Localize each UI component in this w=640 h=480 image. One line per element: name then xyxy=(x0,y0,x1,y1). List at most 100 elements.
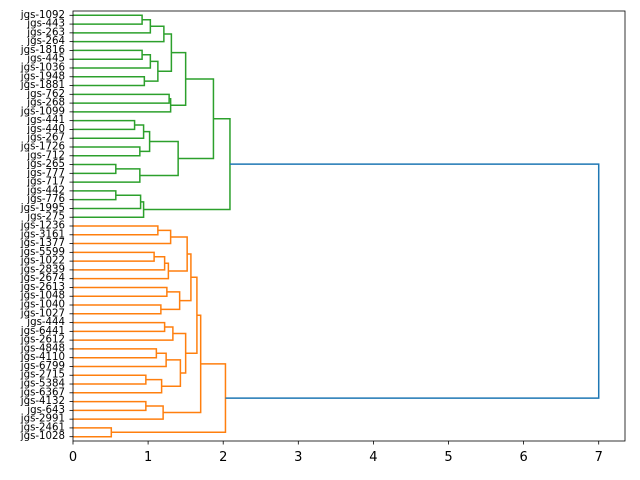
dendrogram-link xyxy=(168,236,188,272)
dendrogram-link xyxy=(73,146,141,157)
leaf-label: jgs-267 xyxy=(26,133,65,144)
dendrogram-link xyxy=(73,225,159,236)
dendrogram-link xyxy=(73,229,172,245)
leaf-label: jgs-4132 xyxy=(20,396,65,407)
dendrogram-link xyxy=(143,117,231,211)
plot-frame xyxy=(72,10,626,442)
x-tick-label: 0 xyxy=(69,450,77,465)
leaf-label: jgs-4848 xyxy=(20,343,65,354)
dendrogram-link xyxy=(161,359,182,387)
dendrogram-link xyxy=(157,33,173,73)
leaf-label: jgs-762 xyxy=(26,89,65,100)
dendrogram-link xyxy=(185,276,198,355)
dendrogram-link xyxy=(73,190,117,201)
leaf-label: jgs-777 xyxy=(26,168,65,179)
leaf-label: jgs-440 xyxy=(26,124,65,135)
leaf-label: jgs-264 xyxy=(26,36,65,47)
dendrogram-link xyxy=(73,427,113,438)
leaf-label: jgs-1036 xyxy=(20,62,65,73)
dendrogram-link xyxy=(178,78,215,160)
leaf-label: jgs-263 xyxy=(26,27,65,38)
dendrogram-link xyxy=(73,255,166,271)
dendrogram-link xyxy=(160,291,181,311)
x-tick-label: 1 xyxy=(144,450,152,465)
leaf-label: jgs-1092 xyxy=(20,10,65,21)
dendrogram-link xyxy=(73,14,143,25)
dendrogram-link xyxy=(73,163,117,175)
leaf-label: jgs-1995 xyxy=(20,203,65,214)
leaf-label: jgs-717 xyxy=(26,177,65,188)
leaf-label: jgs-2674 xyxy=(20,273,65,284)
leaf-label: jgs-712 xyxy=(26,150,65,161)
dendrogram-link xyxy=(73,168,141,183)
leaf-label: jgs-1099 xyxy=(20,106,65,117)
leaf-label: jgs-2461 xyxy=(20,422,65,433)
leaf-label: jgs-442 xyxy=(26,185,65,196)
leaf-label: jgs-268 xyxy=(26,98,65,109)
leaf-label: jgs-1028 xyxy=(20,431,65,442)
leaf-label: jgs-1048 xyxy=(20,291,65,302)
leaf-label: jgs-2991 xyxy=(20,414,65,425)
x-tick-label: 3 xyxy=(294,450,302,465)
dendrogram-link xyxy=(73,49,143,60)
dendrogram-link xyxy=(73,374,147,385)
leaf-label: jgs-1236 xyxy=(20,221,65,232)
leaf-label: jgs-3161 xyxy=(20,229,65,240)
leaf-label: jgs-1726 xyxy=(20,141,65,152)
leaf-label: jgs-5599 xyxy=(20,247,65,258)
dendrogram-link xyxy=(73,194,142,210)
dendrogram-link xyxy=(139,130,151,153)
dendrogram-link xyxy=(73,352,167,368)
dendrogram-links xyxy=(73,14,600,438)
dendrogram-link xyxy=(73,119,136,131)
leaf-label: jgs-1948 xyxy=(20,71,65,82)
dendrogram-link xyxy=(73,97,172,113)
x-tick-label: 5 xyxy=(444,450,452,465)
leaf-label: jgs-2612 xyxy=(20,335,65,346)
leaf-label: jgs-2715 xyxy=(20,370,65,381)
leaf-label: jgs-441 xyxy=(26,115,65,126)
dendrogram-link xyxy=(73,405,164,420)
x-tick-label: 2 xyxy=(219,450,227,465)
dendrogram-link xyxy=(73,348,158,359)
dendrogram-link xyxy=(73,321,166,333)
leaf-label: jgs-776 xyxy=(26,194,65,205)
leaf-label: jgs-6367 xyxy=(20,387,65,398)
dendrogram-link xyxy=(73,262,170,280)
leaf-label: jgs-275 xyxy=(26,212,65,223)
dendrogram-link xyxy=(73,18,152,34)
leaf-label: jgs-643 xyxy=(26,405,65,416)
dendrogram-link xyxy=(139,140,179,177)
leaf-label: jgs-443 xyxy=(26,19,65,30)
x-axis: 0 1 2 3 4 5 6 7 xyxy=(69,441,603,465)
dendrogram-link xyxy=(73,400,147,412)
dendrogram-link xyxy=(73,124,145,139)
leaf-label: jgs-1816 xyxy=(20,45,65,56)
leaf-label: jgs-2839 xyxy=(20,264,65,275)
dendrogram-link xyxy=(73,304,162,315)
dendrogram-link xyxy=(73,286,168,297)
leaf-label: jgs-6799 xyxy=(20,361,65,372)
dendrogram-link xyxy=(179,253,192,302)
leaf-label: jgs-444 xyxy=(26,317,65,328)
leaf-label: jgs-1881 xyxy=(20,80,65,91)
dendrogram-link xyxy=(73,201,145,218)
dendrogram-link xyxy=(111,363,227,434)
dendrogram-link xyxy=(73,378,163,394)
dendrogram-link xyxy=(73,251,155,262)
dendrogram-link xyxy=(73,25,165,43)
dendrogram-link xyxy=(73,93,170,104)
x-tick-label: 6 xyxy=(519,450,527,465)
x-tick-label: 4 xyxy=(369,450,377,465)
leaf-labels: jgs-1092jgs-443jgs-263jgs-264jgs-1816jgs… xyxy=(20,10,73,442)
leaf-label: jgs-1040 xyxy=(20,300,65,311)
leaf-label: jgs-445 xyxy=(26,54,65,65)
leaf-label: jgs-265 xyxy=(26,159,65,170)
dendrogram-link xyxy=(73,54,152,69)
leaf-label: jgs-1377 xyxy=(20,238,65,249)
dendrogram-link xyxy=(73,326,174,341)
leaf-label: jgs-4110 xyxy=(20,352,65,363)
dendrogram-link xyxy=(163,314,202,414)
leaf-label: jgs-1027 xyxy=(20,308,65,319)
